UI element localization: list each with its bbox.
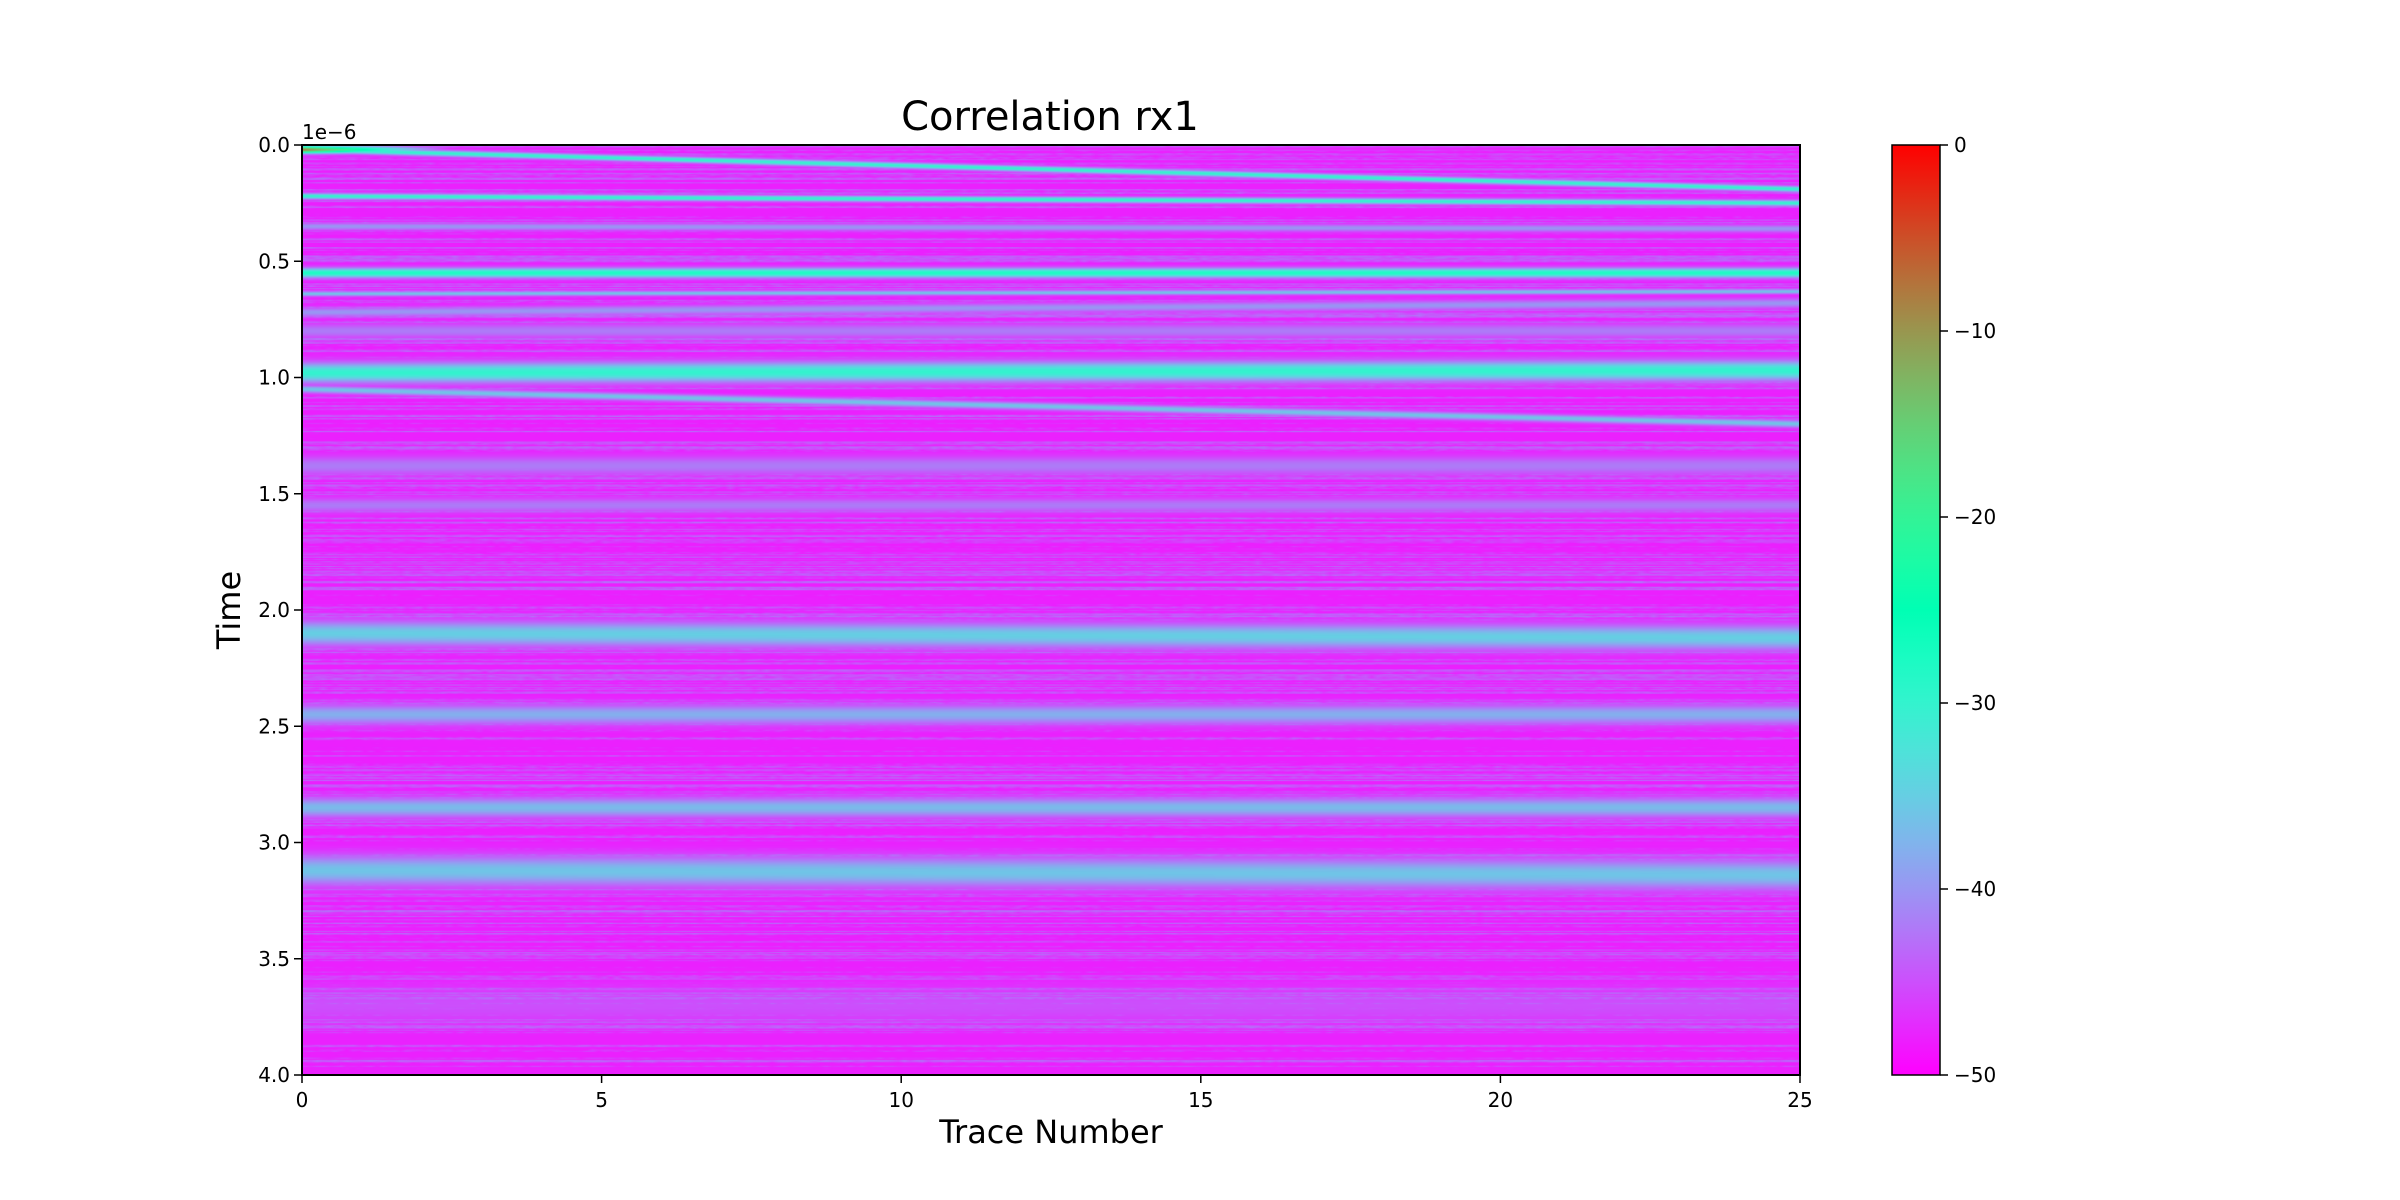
heatmap-image (302, 145, 1800, 1075)
chart-title: Correlation rx1 (901, 94, 1199, 140)
y-tick-label: 3.0 (258, 831, 290, 855)
colorbar-tick-label: 0 (1954, 133, 1967, 157)
colorbar-ticks: 0 −10 −20 −30 −40 −50 (1940, 133, 1996, 1087)
x-tick-label: 0 (296, 1088, 309, 1112)
y-tick-label: 1.0 (258, 366, 290, 390)
y-tick-label: 2.5 (258, 714, 290, 738)
heatmap-plot (301, 144, 1801, 1076)
x-tick-label: 20 (1488, 1088, 1513, 1112)
y-tick-label: 4.0 (258, 1063, 290, 1087)
colorbar-tick-label: −50 (1954, 1063, 1996, 1087)
x-tick-label: 5 (595, 1088, 608, 1112)
x-tick-label: 15 (1188, 1088, 1213, 1112)
x-tick-label: 10 (888, 1088, 913, 1112)
colorbar-tick-label: −10 (1954, 319, 1996, 343)
colorbar-tick-label: −20 (1954, 505, 1996, 529)
y-axis: 0.0 0.5 1.0 1.5 2.0 2.5 3.0 3.5 4.0 (258, 133, 302, 1087)
colorbar-tick-label: −30 (1954, 691, 1996, 715)
y-tick-label: 3.5 (258, 947, 290, 971)
x-axis: 0 5 10 15 20 25 (296, 1075, 1813, 1112)
y-tick-label: 0.0 (258, 133, 290, 157)
x-tick-label: 25 (1787, 1088, 1812, 1112)
colorbar-gradient (1891, 144, 1941, 1076)
y-axis-label: Time (210, 571, 248, 650)
colorbar: 0 −10 −20 −30 −40 −50 (1891, 133, 1996, 1087)
x-axis-label: Trace Number (938, 1113, 1163, 1151)
colorbar-tick-label: −40 (1954, 877, 1996, 901)
y-offset-label: 1e−6 (302, 120, 357, 144)
y-tick-label: 0.5 (258, 249, 290, 273)
y-tick-label: 2.0 (258, 598, 290, 622)
y-tick-label: 1.5 (258, 482, 290, 506)
